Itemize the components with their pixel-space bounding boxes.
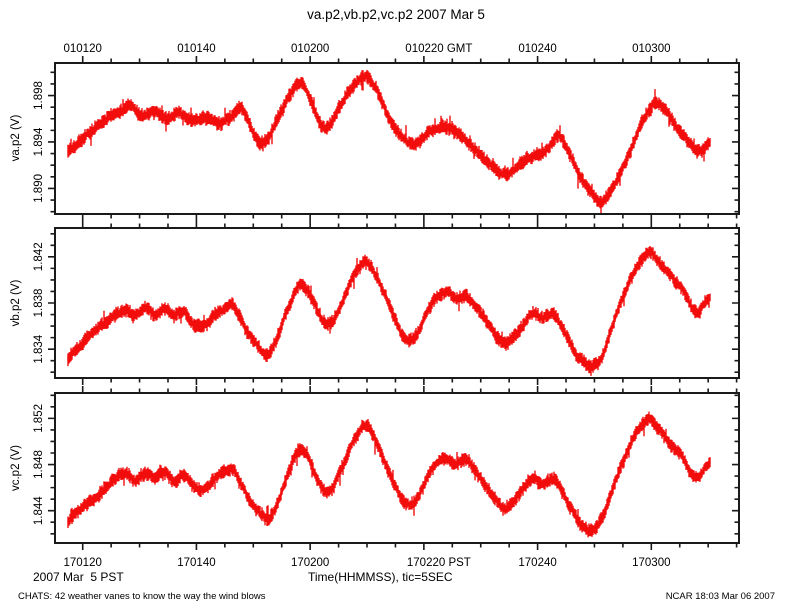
- footer-credit: NCAR 18:03 Mar 06 2007: [665, 591, 775, 602]
- y-tick-label: 1.890: [33, 174, 45, 203]
- panel-frame-vb: [54, 227, 740, 379]
- series-band-va: [67, 69, 711, 214]
- top-axis-tick-label: 010120: [64, 43, 102, 55]
- x-axis-date-label: 2007 Mar 5 PST: [33, 570, 124, 584]
- top-axis-tick-label: 010300: [632, 43, 670, 55]
- series-band-vb: [67, 245, 711, 376]
- panel-frame-vc: [54, 392, 740, 544]
- panel-frame-va: [54, 62, 740, 215]
- y-tick-label: 1.834: [33, 334, 45, 363]
- bottom-axis-tick-label: 170120: [64, 557, 102, 569]
- top-axis-tick-label: 010140: [177, 43, 215, 55]
- series-band-vc: [67, 411, 711, 538]
- y-tick-label: 1.838: [33, 289, 45, 318]
- series-line-vc: [67, 418, 711, 532]
- y-tick-label: 1.852: [33, 404, 45, 433]
- y-tick-label: 1.844: [33, 496, 45, 525]
- axes: 1.890 1.894 1.898 1.834 1.838 1.842 1.844 1.848…: [33, 43, 740, 569]
- ticks-vc: [48, 386, 739, 550]
- ticks-vb: [48, 221, 739, 385]
- y-tick-label: 1.898: [33, 81, 45, 110]
- bottom-axis-tick-label: 170300: [632, 557, 670, 569]
- top-axis-tick-label: 010220 GMT: [405, 43, 472, 55]
- y-axis-label-vc: vc.p2 (V): [10, 444, 22, 492]
- x-axis-title: Time(HHMMSS), tic=5SEC: [308, 570, 453, 584]
- bottom-axis-tick-label: 170200: [291, 557, 329, 569]
- y-tick-label: 1.842: [33, 242, 45, 271]
- traces: [67, 69, 711, 538]
- y-axis-label-vb: vb.p2 (V): [10, 279, 22, 327]
- bottom-axis-tick-label: 170240: [518, 557, 556, 569]
- y-tick-label: 1.848: [33, 450, 45, 479]
- series-line-vb: [67, 250, 711, 369]
- y-axis-label-va: va.p2 (V): [10, 114, 22, 162]
- top-axis-tick-label: 010240: [518, 43, 556, 55]
- chart-title: va.p2,vb.p2,vc.p2 2007 Mar 5: [307, 7, 485, 22]
- y-tick-label: 1.894: [33, 127, 45, 156]
- series-line-va: [67, 75, 711, 205]
- bottom-axis-tick-label: 170140: [177, 557, 215, 569]
- footer-caption: CHATS: 42 weather vanes to know the way …: [18, 591, 266, 602]
- ticks-va: [48, 56, 739, 221]
- top-axis-tick-label: 010200: [291, 43, 329, 55]
- bottom-axis-tick-label: 170220 PST: [407, 557, 471, 569]
